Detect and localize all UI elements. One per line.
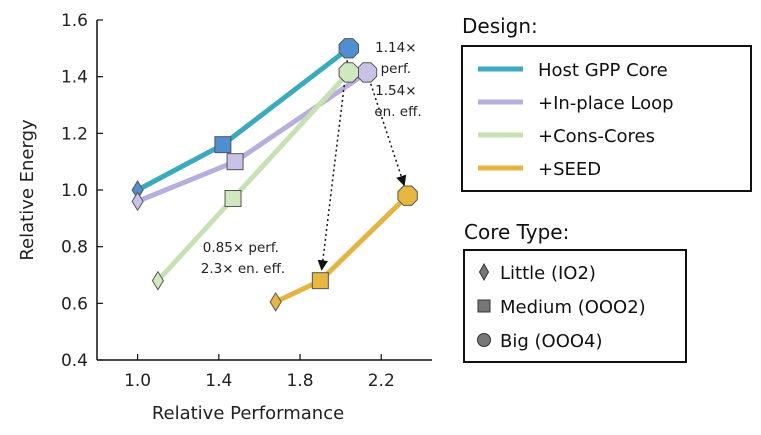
y-tick-label: 0.8: [61, 238, 88, 258]
x-tick-label: 1.8: [287, 371, 314, 391]
core-legend-title: Core Type:: [464, 220, 569, 244]
legend-label: Host GPP Core: [538, 60, 668, 81]
y-tick-label: 1.6: [61, 11, 88, 31]
data-point-circle: [338, 62, 359, 83]
x-axis-title: Relative Performance: [152, 403, 344, 424]
data-point-circle: [338, 38, 359, 59]
annotation-big-core-line: en. eff.: [374, 104, 421, 120]
core-legend-box: [463, 249, 687, 363]
x-tick-label: 2.2: [368, 371, 395, 391]
legend-label: Little (IO2): [500, 263, 596, 284]
diamond-icon: [478, 262, 490, 282]
legend-label: +In-place Loop: [538, 93, 674, 114]
y-tick-label: 0.4: [61, 351, 88, 371]
y-tick-label: 1.4: [61, 68, 88, 88]
circle-icon: [477, 333, 491, 347]
data-point-diamond: [131, 191, 144, 212]
arrow-1: [317, 60, 349, 271]
data-point-circle: [356, 62, 378, 83]
data-point-square: [214, 136, 232, 154]
design-legend-title: Design:: [462, 14, 538, 38]
legend-label: +Cons-Cores: [538, 126, 655, 147]
x-tick-label: 1.4: [205, 371, 232, 391]
legend-label: Medium (OOO2): [500, 297, 646, 318]
legend-label: +SEED: [538, 159, 601, 180]
annotation-medium-core: 0.85× perf. 2.3× en. eff.: [201, 240, 285, 277]
series-line--seed: [273, 193, 411, 305]
data-point-square: [224, 190, 242, 207]
data-point-diamond: [151, 270, 164, 291]
square-icon: [477, 299, 491, 313]
design-legend: Host GPP Core +In-place Loop +Cons-Cores +S…: [478, 60, 674, 180]
data-point-square: [226, 153, 244, 171]
y-tick-label: 0.6: [61, 294, 88, 314]
design-legend-box: [461, 45, 752, 192]
legend-label: Big (OOO4): [500, 331, 603, 352]
annotation-medium-core-line: 2.3× en. eff.: [201, 261, 285, 277]
data-point-circle: [397, 185, 418, 206]
annotation-big-core-line: 1.54×: [375, 83, 416, 99]
data-point-diamond: [269, 291, 282, 312]
plot-area: 1.0 1.4 1.8 2.2 0.4 0.6 0.8 1.0 1.2 1.4 1.6: [61, 11, 432, 391]
annotation-medium-core-line: 0.85× perf.: [203, 240, 279, 256]
data-point-square: [311, 272, 329, 290]
core-type-legend: Little (IO2) Medium (OOO2) Big (OOO4): [477, 262, 646, 352]
arrow-2: [370, 83, 407, 187]
x-tick-label: 1.0: [124, 371, 151, 391]
y-tick-label: 1.0: [61, 181, 88, 201]
y-tick-label: 1.2: [61, 124, 88, 144]
annotation-big-core-line: 1.14×: [375, 40, 416, 56]
annotation-big-core-line: perf.: [381, 61, 412, 77]
annotation-big-core: 1.14× perf. 1.54× en. eff.: [374, 40, 421, 120]
y-axis-title: Relative Energy: [17, 119, 38, 261]
